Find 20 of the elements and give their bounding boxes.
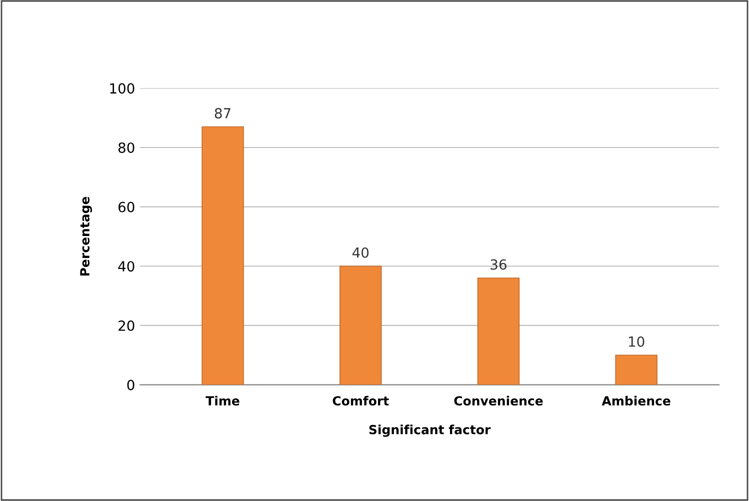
y-tick-label: 80: [118, 142, 134, 153]
bar: [477, 278, 520, 385]
x-tick-label: Time: [206, 396, 240, 406]
x-tick-label: Comfort: [332, 396, 389, 406]
bar: [202, 126, 244, 385]
x-tick-label: Ambience: [602, 396, 670, 406]
y-tick-label: 0: [127, 380, 134, 390]
y-tick-label: 40: [118, 261, 134, 272]
bar: [340, 266, 382, 385]
y-tick-label: 100: [110, 83, 134, 94]
data-label: 87: [214, 108, 230, 118]
y-tick-label: 20: [118, 320, 134, 331]
bar: [615, 354, 658, 385]
x-axis-title: Significant factor: [369, 424, 491, 437]
data-label: 36: [490, 259, 506, 270]
y-tick-label: 60: [118, 202, 134, 212]
y-axis-title: Percentage: [80, 196, 92, 276]
data-label: 40: [352, 247, 369, 258]
data-label: 10: [629, 336, 644, 347]
x-tick-label: Convenience: [454, 396, 543, 406]
